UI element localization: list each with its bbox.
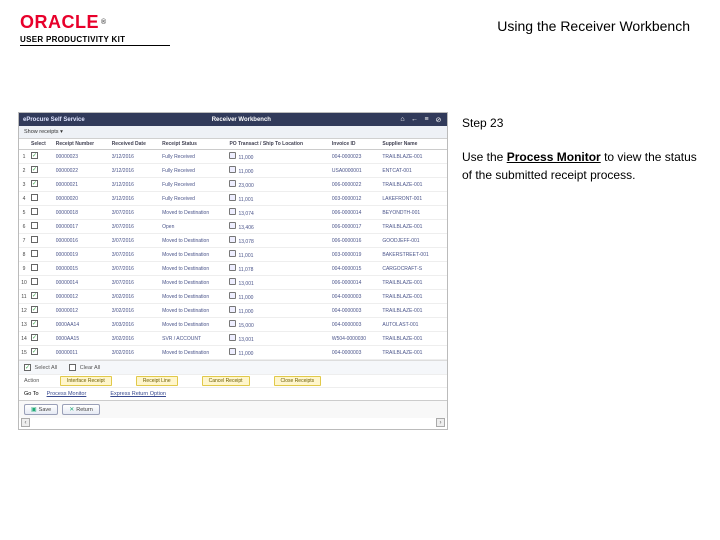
action-button[interactable]: Close Receipts [274, 376, 322, 386]
upk-label: USER PRODUCTIVITY KIT [20, 35, 170, 44]
instruction-text: Use the Process Monitor to view the stat… [462, 148, 702, 184]
scroll-right-icon[interactable]: › [436, 418, 445, 427]
table-row[interactable]: 6000000173/07/2016Open13,406006-0000017T… [19, 220, 447, 234]
status-icon [229, 250, 236, 257]
scroll-row: ‹ › [19, 418, 447, 429]
table-row[interactable]: 9000000153/07/2016Moved to Destination11… [19, 262, 447, 276]
logo-text: ORACLE [20, 12, 99, 33]
menu-icon[interactable]: ≡ [422, 115, 431, 124]
select-all-checkbox[interactable] [24, 364, 31, 371]
column-header: PO Transact / Ship To Location [227, 139, 329, 150]
save-button[interactable]: ▣Save [24, 404, 58, 415]
filter-bar[interactable]: Show receipts ▾ [19, 126, 447, 139]
table-row[interactable]: 10000000143/07/2016Moved to Destination1… [19, 276, 447, 290]
upk-rule [20, 45, 170, 46]
goto-row: Go To Process Monitor Express Return Opti… [19, 387, 447, 400]
column-header: Receipt Status [160, 139, 227, 150]
table-row[interactable]: 5000000183/07/2016Moved to Destination13… [19, 206, 447, 220]
bottom-bar: ▣Save ✕Return [19, 400, 447, 418]
table-row[interactable]: 8000000193/07/2016Moved to Destination11… [19, 248, 447, 262]
app-title-bar: eProcure Self Service Receiver Workbench… [19, 113, 447, 126]
table-row[interactable]: 1000000233/12/2016Fully Received11,00000… [19, 150, 447, 164]
table-row[interactable]: 15000000113/02/2016Moved to Destination1… [19, 346, 447, 360]
table-row[interactable]: 4000000203/12/2016Fully Received11,00100… [19, 192, 447, 206]
oracle-logo: ORACLE ® [20, 12, 170, 33]
status-icon [229, 180, 236, 187]
column-header [19, 139, 29, 150]
row-checkbox[interactable] [31, 264, 38, 271]
page-title: Using the Receiver Workbench [497, 12, 700, 34]
clear-all-label: Clear All [80, 365, 100, 371]
table-row[interactable]: 12000000123/02/2016Moved to Destination1… [19, 304, 447, 318]
alert-icon[interactable]: ⊘ [434, 115, 443, 124]
return-button[interactable]: ✕Return [62, 404, 100, 415]
clear-all-checkbox[interactable] [69, 364, 76, 371]
status-icon [229, 208, 236, 215]
table-row[interactable]: 3000000213/12/2016Fully Received23,00000… [19, 178, 447, 192]
action-label: Action [24, 378, 52, 384]
row-checkbox[interactable] [31, 152, 38, 159]
step-label: Step 23 [462, 114, 702, 132]
module-name: eProcure Self Service [23, 117, 85, 123]
status-icon [229, 194, 236, 201]
status-icon [229, 264, 236, 271]
home-icon[interactable]: ⌂ [398, 115, 407, 124]
action-button[interactable]: Cancel Receipt [202, 376, 250, 386]
column-header: Receipt Number [54, 139, 110, 150]
goto-link[interactable]: Express Return Option [110, 391, 166, 397]
receipt-grid: SelectReceipt NumberReceived DateReceipt… [19, 139, 447, 360]
table-row[interactable]: 140000AA153/02/2016SVR / ACCOUNT13,001W5… [19, 332, 447, 346]
logo-block: ORACLE ® USER PRODUCTIVITY KIT [20, 12, 170, 46]
row-checkbox[interactable] [31, 180, 38, 187]
column-header: Invoice ID [330, 139, 380, 150]
row-checkbox[interactable] [31, 278, 38, 285]
app-window: eProcure Self Service Receiver Workbench… [18, 112, 448, 430]
instruction-panel: Step 23 Use the Process Monitor to view … [462, 112, 702, 430]
row-checkbox[interactable] [31, 292, 38, 299]
status-icon [229, 278, 236, 285]
logo-tm: ® [101, 19, 107, 26]
status-icon [229, 166, 236, 173]
status-icon [229, 348, 236, 355]
row-checkbox[interactable] [31, 306, 38, 313]
column-header: Received Date [110, 139, 160, 150]
table-row[interactable]: 11000000123/02/2016Moved to Destination1… [19, 290, 447, 304]
status-icon [229, 292, 236, 299]
table-row[interactable]: 7000000163/07/2016Moved to Destination13… [19, 234, 447, 248]
status-icon [229, 320, 236, 327]
status-icon [229, 306, 236, 313]
table-row[interactable]: 2000000223/12/2016Fully Received11,000US… [19, 164, 447, 178]
row-checkbox[interactable] [31, 166, 38, 173]
row-checkbox[interactable] [31, 334, 38, 341]
goto-link[interactable]: Process Monitor [47, 391, 87, 397]
row-checkbox[interactable] [31, 250, 38, 257]
row-checkbox[interactable] [31, 222, 38, 229]
status-icon [229, 236, 236, 243]
row-checkbox[interactable] [31, 348, 38, 355]
goto-label: Go To [24, 391, 39, 397]
row-checkbox[interactable] [31, 208, 38, 215]
action-button[interactable]: Receipt Line [136, 376, 178, 386]
column-header: Supplier Name [380, 139, 447, 150]
select-all-label: Select All [35, 365, 58, 371]
row-checkbox[interactable] [31, 236, 38, 243]
action-button[interactable]: Interface Receipt [60, 376, 112, 386]
scroll-left-icon[interactable]: ‹ [21, 418, 30, 427]
action-row: Action Interface Receipt Receipt Line Canc… [19, 374, 447, 387]
status-icon [229, 152, 236, 159]
status-icon [229, 334, 236, 341]
select-row: Select All Clear All [19, 360, 447, 374]
row-checkbox[interactable] [31, 194, 38, 201]
app-title: Receiver Workbench [212, 117, 271, 123]
table-row[interactable]: 130000AA143/03/2016Moved to Destination1… [19, 318, 447, 332]
column-header: Select [29, 139, 54, 150]
status-icon [229, 222, 236, 229]
row-checkbox[interactable] [31, 320, 38, 327]
back-icon[interactable]: ← [410, 115, 419, 124]
